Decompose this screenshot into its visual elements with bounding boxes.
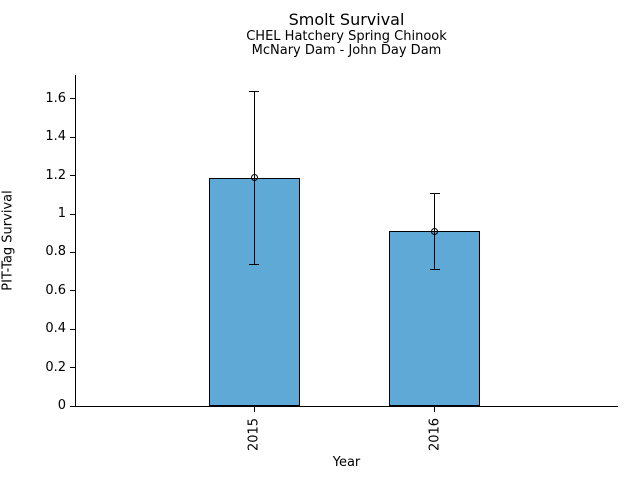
- error-bar-cap-lower: [249, 263, 259, 265]
- chart-title: Smolt Survival: [288, 10, 405, 29]
- data-point-marker-2015: [250, 174, 258, 182]
- x-tick-label: 2016: [427, 417, 442, 452]
- y-tick-mark: [70, 367, 75, 369]
- y-tick-label: 0.8: [45, 244, 66, 260]
- y-tick-mark: [70, 213, 75, 215]
- y-tick-mark: [70, 98, 75, 100]
- plot-area: 0 0.2 0.4 0.6 0.8 1 1.2 1.4 1.6 2015 2016: [45, 75, 618, 451]
- data-point-marker-2016: [431, 227, 438, 235]
- y-tick-label: 1.2: [45, 167, 66, 183]
- chart-subtitle-line1: CHEL Hatchery Spring Chinook: [246, 29, 447, 44]
- chart-subtitle-line2: McNary Dam - John Day Dam: [251, 43, 442, 58]
- x-tick-mark: [434, 407, 435, 412]
- y-tick-mark: [70, 251, 75, 253]
- error-bar-cap-upper: [249, 90, 259, 92]
- y-tick-mark: [70, 136, 75, 138]
- y-tick-label: 0.6: [45, 282, 66, 298]
- y-tick-label: 0.4: [45, 321, 66, 337]
- y-tick-label: 0.2: [45, 359, 66, 375]
- error-bar-cap-upper: [429, 192, 440, 194]
- y-tick-mark: [70, 405, 75, 407]
- y-tick-mark: [70, 290, 75, 292]
- x-tick-label: 2015: [246, 417, 262, 452]
- y-tick-label: 1: [57, 206, 66, 222]
- y-tick-mark: [70, 175, 75, 177]
- x-axis-label: Year: [332, 455, 361, 470]
- y-axis-label: PIT-Tag Survival: [0, 190, 16, 291]
- y-tick-label: 1.6: [45, 90, 66, 106]
- y-tick-mark: [70, 328, 75, 330]
- y-tick-label: 0: [57, 398, 66, 413]
- error-bar-cap-lower: [429, 269, 440, 271]
- x-tick-mark: [253, 407, 255, 412]
- y-tick-label: 1.4: [45, 129, 66, 145]
